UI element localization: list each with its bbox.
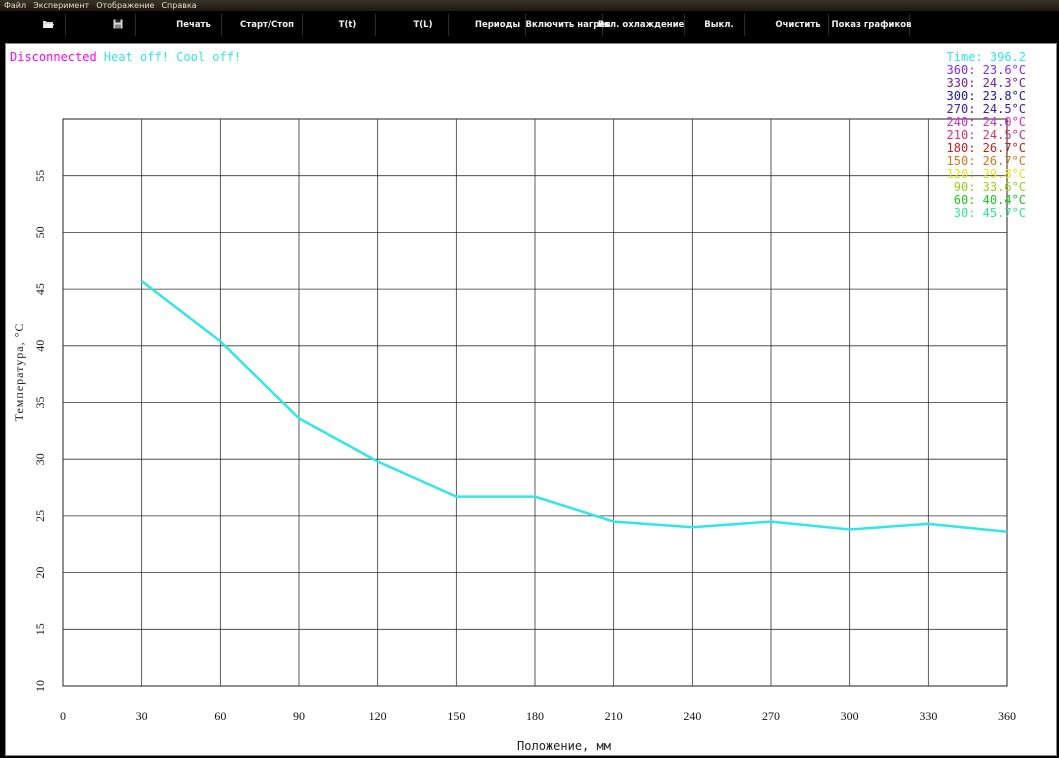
y-axis-label: Температура, °C bbox=[12, 323, 26, 422]
temperature-chart: 0 30 60 90 120 150 180 210 240 270 300 330 360 10 15 20… bbox=[10, 50, 1026, 753]
sensor-readout: 30: 45.7°C bbox=[954, 206, 1026, 220]
t-of-l-button[interactable]: T(L) bbox=[398, 14, 449, 36]
connection-status: Disconnected bbox=[10, 50, 104, 64]
y-tick-label: 30 bbox=[33, 453, 47, 465]
x-tick-label: 180 bbox=[526, 709, 544, 723]
toolbar: Печать Старт/Стоп T(t) T(L) Периоды Вклю… bbox=[0, 11, 1059, 43]
x-tick-label: 360 bbox=[998, 709, 1016, 723]
sensor-readout: 210: 24.5°C bbox=[947, 128, 1026, 142]
y-tick-label: 20 bbox=[33, 567, 47, 579]
x-tick-label: 30 bbox=[136, 709, 148, 723]
periods-button[interactable]: Периоды bbox=[470, 14, 526, 36]
sensor-readout: 180: 26.7°C bbox=[947, 141, 1026, 155]
y-tick-label: 55 bbox=[33, 170, 47, 182]
off-button[interactable]: Выкл. bbox=[694, 14, 745, 36]
cool-on-button[interactable]: Вкл. охлаждение bbox=[598, 14, 685, 36]
y-tick-label: 10 bbox=[33, 680, 47, 692]
y-tick-label: 35 bbox=[33, 397, 47, 409]
x-tick-label: 330 bbox=[919, 709, 937, 723]
open-icon bbox=[42, 19, 54, 32]
heat-on-button[interactable]: Включить нагрев bbox=[525, 14, 611, 36]
sensor-readout: 240: 24.0°C bbox=[947, 115, 1026, 129]
sensor-readout: 60: 40.4°C bbox=[954, 193, 1026, 207]
show-graphs-button[interactable]: Показ графиков bbox=[832, 14, 912, 36]
sensor-readout: 270: 24.5°C bbox=[947, 102, 1026, 116]
y-tick-label: 45 bbox=[33, 283, 47, 295]
heat-status: Heat off! bbox=[104, 50, 176, 64]
x-tick-label: 240 bbox=[683, 709, 701, 723]
x-tick-label: 120 bbox=[369, 709, 387, 723]
start-stop-button[interactable]: Старт/Стоп bbox=[232, 14, 303, 36]
y-tick-label: 25 bbox=[33, 510, 47, 522]
sensor-readout: 360: 23.6°C bbox=[947, 63, 1026, 77]
x-tick-label: 90 bbox=[293, 709, 305, 723]
sensor-readout: 90: 33.6°C bbox=[954, 180, 1026, 194]
menu-item-0[interactable]: Файл bbox=[4, 1, 27, 10]
clear-button[interactable]: Очистить bbox=[768, 14, 829, 36]
menu-item-1[interactable]: Эксперимент bbox=[33, 1, 90, 10]
sensor-readout: 300: 23.8°C bbox=[947, 89, 1026, 103]
menu-item-2[interactable]: Отображение bbox=[96, 1, 155, 10]
x-tick-label: 60 bbox=[214, 709, 226, 723]
temperature-line bbox=[140, 280, 1008, 534]
y-tick-label: 40 bbox=[33, 340, 47, 352]
open-button[interactable] bbox=[30, 14, 66, 36]
x-tick-label: 270 bbox=[762, 709, 780, 723]
cool-status: Cool off! bbox=[176, 50, 241, 64]
print-button[interactable]: Печать bbox=[166, 14, 222, 36]
x-tick-label: 210 bbox=[605, 709, 623, 723]
y-tick-label: 15 bbox=[33, 623, 47, 635]
sensor-readout: 120: 29.8°C bbox=[947, 167, 1026, 181]
t-of-t-button[interactable]: T(t) bbox=[320, 14, 376, 36]
menu-item-3[interactable]: Справка bbox=[161, 1, 197, 10]
status-text: Disconnected Heat off! Cool off! bbox=[10, 50, 241, 64]
menu-bar: Файл Эксперимент Отображение Справка bbox=[0, 0, 1059, 11]
save-button[interactable] bbox=[100, 14, 136, 36]
save-icon bbox=[113, 19, 123, 32]
y-tick-label: 50 bbox=[33, 226, 47, 238]
sensor-readout: 150: 26.7°C bbox=[947, 154, 1026, 168]
x-axis-label: Положение, мм bbox=[517, 739, 611, 753]
x-tick-label: 0 bbox=[60, 709, 66, 723]
sensor-readout: 330: 24.3°C bbox=[947, 76, 1026, 90]
plot-panel: 0 30 60 90 120 150 180 210 240 270 300 330 360 10 15 20… bbox=[5, 43, 1057, 756]
time-readout: Time: 396.2 bbox=[947, 50, 1026, 64]
x-tick-label: 300 bbox=[841, 709, 859, 723]
x-tick-label: 150 bbox=[447, 709, 465, 723]
